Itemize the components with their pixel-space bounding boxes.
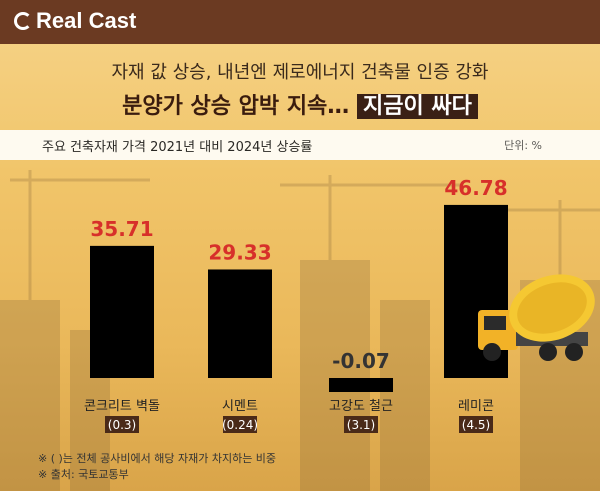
top-banner: Real Cast — [0, 0, 600, 44]
category-label-3: 고강도 철근 — [329, 399, 393, 414]
category-label-4: 레미콘 — [458, 399, 494, 414]
category-label-2: 시멘트 — [222, 399, 258, 414]
subheadline-main: 분양가 상승 압박 지속… — [122, 94, 350, 119]
bar-3 — [329, 378, 393, 392]
share-label-1: (0.3) — [108, 418, 136, 432]
chart-title: 주요 건축자재 가격 2021년 대비 2024년 상승률 — [42, 140, 313, 155]
headline: 자재 값 상승, 내년엔 제로에너지 건축물 인증 강화 — [111, 62, 489, 83]
value-label-2: 29.33 — [208, 240, 271, 264]
bar-1 — [90, 245, 154, 378]
share-label-4: (4.5) — [462, 418, 490, 432]
share-badge-2 — [223, 416, 257, 433]
subheadline: 분양가 상승 압박 지속… 지금이 싸다 — [0, 88, 600, 120]
share-badge-4 — [459, 416, 493, 433]
footnote-source: ※ 출처: 국토교통부 — [38, 468, 129, 481]
unit-label: 단위: % — [504, 139, 542, 152]
share-label-3: (3.1) — [347, 418, 375, 432]
brand-logo: Real Cast — [14, 8, 136, 34]
subheadline-highlight: 지금이 싸다 — [356, 94, 478, 119]
value-label-4: 46.78 — [444, 176, 507, 200]
value-label-1: 35.71 — [90, 217, 153, 241]
chart-caption-bar: 주요 건축자재 가격 2021년 대비 2024년 상승률 단위: % — [0, 130, 600, 160]
brand-name: Real Cast — [36, 8, 137, 33]
share-label-2: (0.24) — [222, 418, 258, 432]
logo-icon — [14, 12, 32, 30]
concrete-mixer-truck-icon — [478, 274, 595, 361]
share-badge-1 — [105, 416, 139, 433]
category-label-1: 콘크리트 벽돌 — [84, 399, 160, 414]
bar-2 — [208, 269, 272, 378]
footnote-share: ※ ( )는 전체 공사비에서 해당 자재가 차지하는 비중 — [38, 452, 277, 465]
value-label-3: -0.07 — [332, 349, 390, 373]
share-badge-3 — [344, 416, 378, 433]
